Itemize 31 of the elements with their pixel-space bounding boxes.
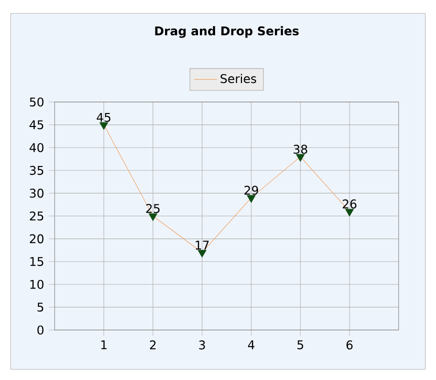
y-tick-label: 45 — [30, 120, 44, 130]
x-tick-label: 4 — [248, 340, 254, 350]
data-label: 45 — [96, 112, 110, 122]
point — [296, 154, 305, 162]
y-tick-label: 10 — [30, 280, 44, 289]
x-tick-label: 5 — [297, 340, 304, 350]
x-tick-label: 2 — [150, 340, 156, 350]
y-tick-label: 25 — [30, 211, 44, 221]
point — [345, 208, 354, 216]
y-tick-label: 30 — [30, 188, 44, 198]
y-tick-label: 50 — [30, 97, 44, 107]
x-tick-label: 3 — [199, 340, 205, 350]
y-tick-label: 0 — [37, 325, 44, 335]
legend-label: Series — [220, 74, 256, 84]
data-label: 29 — [244, 186, 258, 195]
data-label: 26 — [342, 199, 356, 209]
y-tick-label: 5 — [38, 302, 44, 312]
point — [100, 122, 108, 130]
x-tick-label: 1 — [101, 340, 107, 350]
y-tick-label: 15 — [30, 257, 44, 266]
data-label: 25 — [146, 204, 160, 214]
y-tick-label: 40 — [30, 143, 44, 152]
y-tick-label: 35 — [30, 166, 44, 175]
point — [148, 213, 158, 221]
x-tick-label: 6 — [346, 340, 353, 350]
data-label: 38 — [294, 144, 308, 154]
y-tick-label: 20 — [30, 234, 44, 244]
chart-title: Drag and Drop Series — [155, 26, 299, 38]
point — [198, 250, 206, 258]
data-label: 17 — [196, 240, 209, 250]
point — [246, 195, 256, 203]
